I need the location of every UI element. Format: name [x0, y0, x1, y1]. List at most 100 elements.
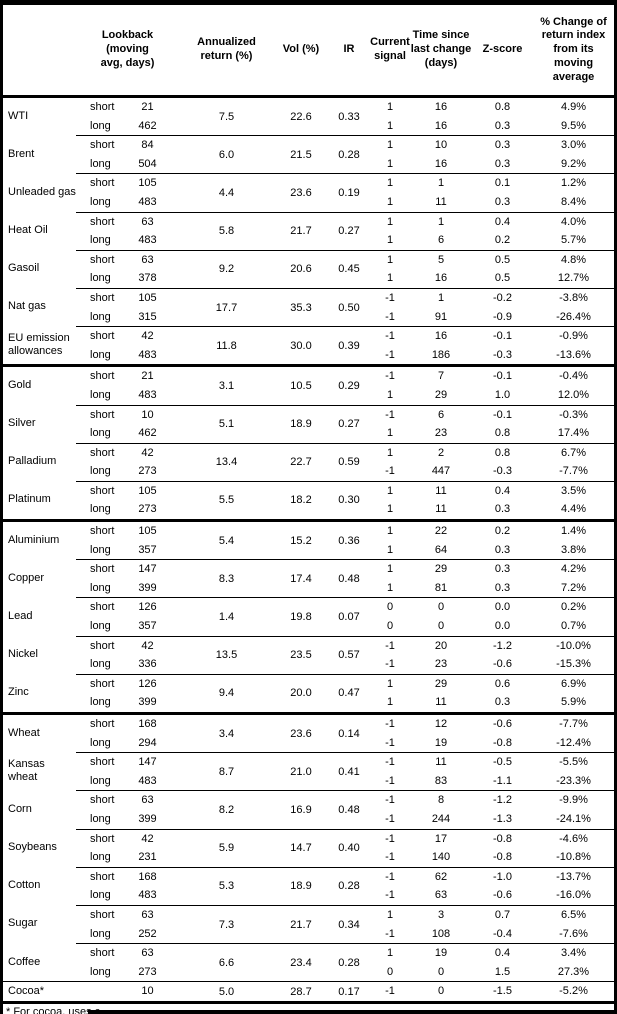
vol-value: 10.5 — [290, 379, 312, 392]
signal-value: 1 — [386, 177, 394, 190]
zscore-value: 0.3 — [494, 563, 511, 576]
time-since-change-value: 16 — [434, 272, 448, 285]
horizon-label: long — [90, 774, 111, 787]
col-header-lookback: Lookback (moving avg, days) — [100, 29, 155, 69]
pct-change-value: 17.4% — [557, 427, 590, 440]
pct-change-value: 5.9% — [560, 696, 587, 709]
zscore-value: -0.4 — [493, 927, 512, 940]
signal-value: -1 — [385, 370, 395, 383]
pct-change-value: 27.3% — [557, 965, 590, 978]
signal-value: -1 — [385, 774, 395, 787]
lookback-value: 147 — [138, 563, 157, 576]
signal-value: 1 — [386, 503, 394, 516]
signal-value: -1 — [385, 927, 395, 940]
time-since-change-value: 2 — [437, 446, 445, 459]
signal-value: -1 — [385, 985, 395, 998]
lookback-value: 357 — [138, 543, 157, 556]
lookback-value: 63 — [141, 215, 154, 228]
pct-change-value: 4.8% — [560, 253, 587, 266]
signal-value: -1 — [385, 832, 395, 845]
lookback-value: 147 — [138, 756, 157, 769]
horizon-label: short — [90, 639, 115, 652]
horizon-label: long — [90, 157, 111, 170]
footnote-row: * For cocoa, uses c — [3, 1004, 614, 1014]
commodity-name: WTI — [8, 110, 29, 122]
signal-value: 1 — [386, 119, 394, 132]
pct-change-value: -3.8% — [559, 291, 588, 304]
time-since-change-value: 29 — [434, 677, 448, 690]
commodity-name: Wheat — [8, 727, 40, 739]
annualized-return-value: 1.4 — [218, 611, 235, 624]
time-since-change-value: 8 — [437, 794, 445, 807]
vol-value: 20.0 — [290, 687, 312, 700]
time-since-change-value: 64 — [434, 543, 448, 556]
pct-change-value: -7.6% — [559, 927, 588, 940]
commodity-group: Cotton short 168 long 483 5.3 18.9 0.28 -1 62 -1.0… — [3, 866, 614, 905]
time-since-change-value: 22 — [434, 525, 448, 538]
commodity-group: Silver short 10 long 462 5.1 18.9 0.27 -1 6 -0.1 -0… — [3, 404, 614, 443]
pct-change-value: 1.4% — [560, 525, 587, 538]
commodity-name: Nat gas — [8, 300, 46, 313]
annualized-return-value: 5.1 — [218, 418, 235, 431]
pct-change-value: 0.2% — [560, 601, 587, 614]
time-since-change-value: 17 — [434, 832, 448, 845]
horizon-label: long — [90, 465, 111, 478]
lookback-value: 63 — [141, 947, 154, 960]
pct-change-value: 6.5% — [560, 908, 587, 921]
time-since-change-value: 16 — [434, 101, 448, 113]
commodity-group: Kansas wheat short 147 long 483 8.7 21.0 0.41 -1… — [3, 752, 614, 790]
ir-value: 0.34 — [338, 918, 360, 931]
pct-change-value: -0.4% — [559, 370, 588, 383]
time-since-change-value: 81 — [434, 581, 448, 594]
redaction-box — [88, 1009, 614, 1014]
zscore-value: 0.5 — [494, 272, 511, 285]
zscore-value: -0.8 — [493, 832, 512, 845]
horizon-label: long — [90, 696, 111, 709]
commodity-group: Palladium short 42 long 273 13.4 22.7 0.59 1 2 0.8… — [3, 442, 614, 481]
commodity-name: Brent — [8, 147, 35, 160]
commodity-group: Nickel short 42 long 336 13.5 23.5 0.57 -1 20 -1.2… — [3, 635, 614, 674]
lookback-value: 21 — [141, 370, 154, 383]
annualized-return-value: 5.0 — [218, 985, 235, 998]
lookback-value: 63 — [141, 908, 154, 921]
pct-change-value: -5.5% — [559, 756, 588, 769]
signal-value: -1 — [385, 658, 395, 671]
annualized-return-value: 5.4 — [218, 534, 235, 547]
col-header-vol: Vol (%) — [282, 43, 320, 56]
time-since-change-value: 7 — [437, 370, 445, 383]
lookback-value: 84 — [141, 139, 154, 152]
ir-value: 0.41 — [338, 765, 360, 778]
zscore-value: 0.3 — [494, 696, 511, 709]
time-since-change-value: 16 — [434, 157, 448, 170]
signal-value: 1 — [386, 525, 394, 538]
vol-value: 30.0 — [290, 339, 312, 352]
horizon-label: short — [90, 677, 115, 690]
annualized-return-value: 9.4 — [218, 687, 235, 700]
pct-change-value: -0.9% — [559, 330, 588, 343]
time-since-change-value: 83 — [434, 774, 448, 787]
ir-value: 0.28 — [338, 880, 360, 893]
signal-value: 1 — [386, 253, 394, 266]
signal-value: 1 — [386, 101, 394, 113]
zscore-value: -0.2 — [493, 291, 512, 304]
commodity-name: Zinc — [8, 686, 29, 699]
horizon-label: long — [90, 812, 111, 825]
ir-value: 0.17 — [338, 985, 360, 998]
vol-value: 23.6 — [290, 727, 312, 740]
vol-value: 19.8 — [290, 611, 312, 624]
horizon-label: long — [90, 503, 111, 516]
ir-value: 0.45 — [338, 263, 360, 276]
signal-value: 1 — [386, 195, 394, 208]
signal-value: -1 — [385, 756, 395, 769]
zscore-value: 0.3 — [494, 157, 511, 170]
time-since-change-value: 10 — [434, 139, 448, 152]
table-header-row: Lookback (moving avg, days) Annualized r… — [3, 5, 614, 98]
time-since-change-value: 63 — [434, 889, 448, 902]
zscore-value: 0.2 — [494, 234, 511, 247]
time-since-change-value: 29 — [434, 563, 448, 576]
col-header-pct-change: % Change of return index from its moving… — [540, 15, 607, 83]
time-since-change-value: 19 — [434, 947, 448, 960]
zscore-value: 0.8 — [494, 101, 511, 113]
horizon-label: short — [90, 832, 115, 845]
time-since-change-value: 23 — [434, 427, 448, 440]
